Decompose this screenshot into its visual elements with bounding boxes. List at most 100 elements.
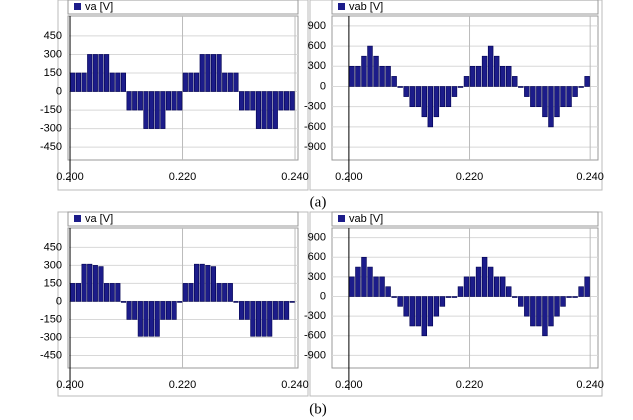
bar [98, 266, 104, 302]
bar [160, 301, 166, 320]
bar [584, 76, 590, 87]
bar [250, 91, 256, 111]
bar [391, 296, 397, 298]
bar [457, 286, 464, 297]
bar [409, 296, 415, 327]
bar [210, 54, 217, 92]
bar [481, 256, 488, 297]
bar [171, 301, 177, 320]
bar [165, 91, 172, 111]
bar [373, 276, 379, 297]
y-tick-label: 150 [44, 277, 62, 289]
bar [554, 296, 560, 317]
legend-swatch [74, 3, 81, 10]
bar [451, 296, 458, 298]
bar [367, 266, 373, 297]
bar [239, 91, 245, 111]
bar [75, 283, 82, 302]
legend-label: va [V] [85, 213, 113, 225]
bar [524, 296, 530, 317]
bar [385, 65, 391, 87]
y-tick-label: -300 [40, 123, 62, 135]
y-tick-label: 300 [308, 271, 326, 283]
bar [205, 54, 211, 92]
legend-band [67, 211, 299, 227]
bar [518, 86, 524, 88]
bar [132, 301, 138, 320]
bar [194, 72, 200, 92]
y-tick-label: 900 [308, 232, 326, 244]
bar [104, 54, 110, 92]
y-tick-label: 0 [320, 80, 326, 92]
y-tick-label: -150 [40, 313, 62, 325]
legend-label: vab [V] [349, 1, 383, 13]
bar [126, 91, 132, 111]
bar [445, 86, 452, 107]
bar [233, 72, 239, 92]
y-tick-label: -300 [304, 310, 326, 322]
legend-label: va [V] [85, 1, 113, 13]
bar [272, 91, 278, 129]
bar [518, 296, 524, 307]
y-tick-label: 300 [308, 60, 326, 72]
bar [75, 72, 82, 92]
y-tick-label: -600 [304, 121, 326, 133]
bar [149, 301, 155, 337]
bar [70, 283, 76, 302]
bar [227, 72, 233, 92]
y-tick-label: 450 [44, 241, 62, 253]
bar [149, 91, 155, 129]
bar [244, 91, 250, 111]
bar [272, 301, 278, 320]
y-tick-label: 600 [308, 40, 326, 52]
bar [506, 65, 512, 87]
legend-swatch [338, 3, 345, 10]
bar [255, 301, 262, 337]
bar [182, 72, 188, 92]
bar [115, 283, 121, 302]
x-tick-label: 0.240 [576, 171, 604, 183]
bar [267, 91, 273, 129]
bar [361, 55, 367, 87]
bar [261, 91, 267, 129]
bar [530, 296, 536, 327]
bar [512, 296, 518, 298]
y-tick-label: 900 [308, 20, 326, 32]
bar [469, 65, 476, 87]
bar [493, 276, 500, 297]
bar [536, 86, 542, 107]
bar [81, 263, 87, 302]
bar [506, 286, 512, 297]
bar [536, 296, 542, 327]
bar [284, 91, 290, 111]
bar [373, 55, 379, 87]
caption: (a) [310, 194, 327, 210]
bar [216, 283, 222, 302]
bar [267, 301, 273, 337]
x-tick-label: 0.220 [169, 379, 197, 391]
x-tick-label: 0.220 [456, 379, 484, 391]
bar [165, 301, 172, 320]
bar [385, 286, 391, 297]
bar [566, 86, 572, 107]
bar [469, 276, 476, 297]
bar [92, 265, 98, 302]
bar [210, 266, 217, 302]
bar [160, 91, 166, 129]
bar [409, 86, 415, 107]
y-tick-label: 300 [44, 259, 62, 271]
bar [154, 301, 160, 337]
bar [222, 72, 228, 92]
x-tick-label: 0.220 [169, 171, 197, 183]
bar [499, 65, 506, 87]
bar [109, 72, 115, 92]
bar [278, 301, 284, 320]
bar [284, 301, 290, 320]
y-tick-label: 600 [308, 251, 326, 263]
y-tick-label: 150 [44, 67, 62, 79]
bar [239, 301, 245, 320]
y-tick-label: 0 [320, 290, 326, 302]
bar [120, 301, 127, 303]
bar [255, 91, 262, 129]
bar [355, 266, 361, 297]
